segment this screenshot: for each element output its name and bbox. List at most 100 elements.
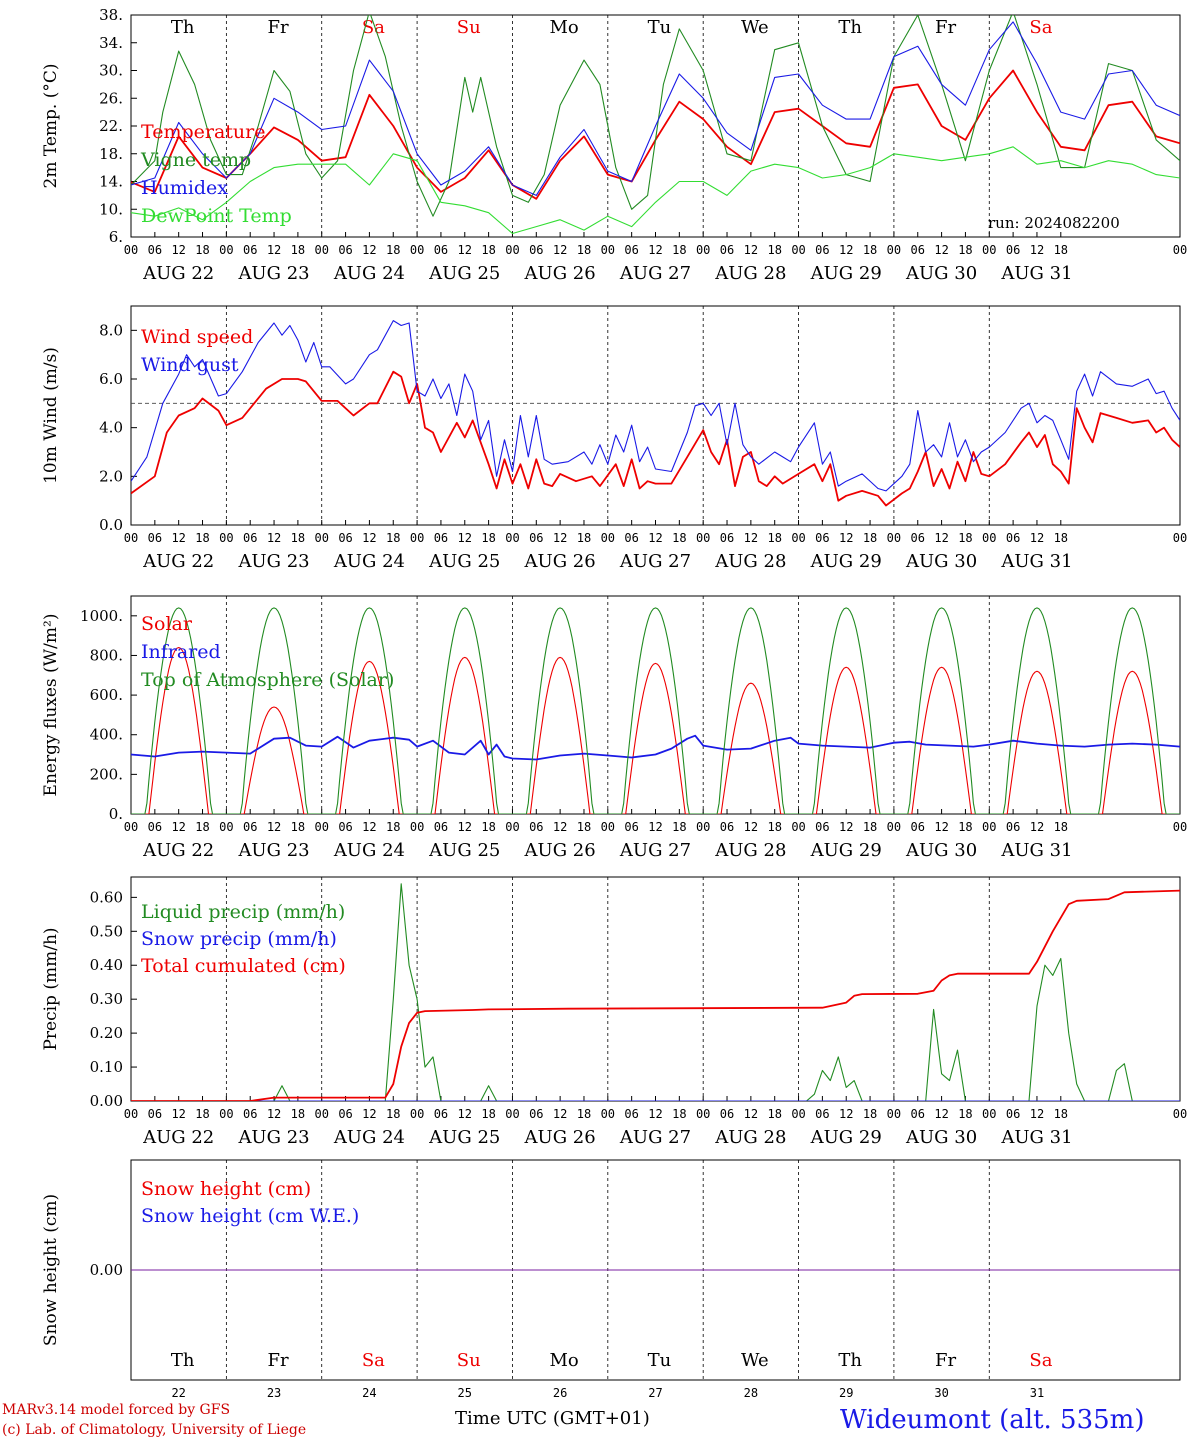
panel-snow: 0.00 Snow height (cm) 22 23 24 25 26 27 28 29 30 31… bbox=[41, 1159, 1181, 1400]
x-tick-label: 18 bbox=[577, 820, 591, 834]
series-line bbox=[131, 883, 1180, 1101]
x-axis-label: Time UTC (GMT+01) bbox=[455, 1408, 650, 1429]
panel-precip: 0.00 0.10 0.20 0.30 0.40 0.50 0.60 Precip (mm/h… bbox=[41, 876, 1187, 1148]
y-axis-label: 2m Temp. (°C) bbox=[41, 63, 61, 188]
date-label: AUG 30 bbox=[905, 263, 977, 284]
panel-temperature: 6. 10. 14. 18. 22. 26. 30. 34. 38. 2m Temp. (°C) 0… bbox=[41, 6, 1187, 284]
run-label: run: 2024082200 bbox=[988, 214, 1120, 232]
station-title: Wideumont (alt. 535m) bbox=[840, 1405, 1144, 1435]
x-tick-label: 06 bbox=[720, 243, 734, 257]
y-tick-label: 600. bbox=[90, 686, 123, 704]
date-label: AUG 23 bbox=[237, 551, 309, 572]
x-tick-label: 00 bbox=[601, 243, 615, 257]
weekday-label: Su bbox=[457, 17, 481, 38]
y-tick-label: 14. bbox=[99, 173, 123, 191]
date-label: AUG 22 bbox=[142, 551, 214, 572]
date-label: AUG 30 bbox=[905, 551, 977, 572]
date-label: AUG 27 bbox=[619, 1127, 691, 1148]
date-label: AUG 27 bbox=[619, 263, 691, 284]
x-tick-label: 18 bbox=[195, 1107, 209, 1121]
x-tick-label: 12 bbox=[1030, 820, 1044, 834]
weekday-label: We bbox=[741, 17, 769, 38]
x-tick-label: 12 bbox=[267, 820, 281, 834]
legend-entry: Vigne temp bbox=[140, 149, 251, 171]
x-tick-label: 06 bbox=[911, 243, 925, 257]
x-tick-label: 00 bbox=[124, 1107, 138, 1121]
x-tick-label: 18 bbox=[958, 1107, 972, 1121]
x-tick-label: 06 bbox=[815, 820, 829, 834]
series-line bbox=[131, 320, 1180, 492]
weekday-label: We bbox=[741, 1350, 769, 1371]
x-tick-label: 12 bbox=[648, 243, 662, 257]
weekday-label: Fr bbox=[935, 17, 956, 38]
x-tick-label: 00 bbox=[505, 820, 519, 834]
weekday-label: Th bbox=[838, 17, 862, 38]
x-tick-label: 06 bbox=[911, 531, 925, 545]
date-label: AUG 29 bbox=[810, 1127, 882, 1148]
x-tick-label: 12 bbox=[171, 1107, 185, 1121]
x-tick-label: 18 bbox=[291, 1107, 305, 1121]
x-tick-label: 18 bbox=[481, 531, 495, 545]
x-tick-label: 00 bbox=[1173, 1107, 1187, 1121]
y-tick-label: 4.0 bbox=[99, 419, 123, 437]
x-tick-label: 06 bbox=[720, 1107, 734, 1121]
x-tick-label: 18 bbox=[863, 243, 877, 257]
x-tick-label: 00 bbox=[315, 820, 329, 834]
x-tick-label: 18 bbox=[291, 531, 305, 545]
x-tick-label: 06 bbox=[148, 820, 162, 834]
x-tick-label: 06 bbox=[529, 531, 543, 545]
y-tick-label: 2.0 bbox=[99, 467, 123, 485]
x-tick-label: 06 bbox=[815, 243, 829, 257]
x-tick-label: 18 bbox=[958, 820, 972, 834]
x-tick-label: 12 bbox=[1030, 531, 1044, 545]
date-label: AUG 31 bbox=[1000, 263, 1072, 284]
plot-area bbox=[131, 607, 1180, 814]
y-tick-label: 6. bbox=[109, 228, 123, 246]
x-tick-label: 18 bbox=[386, 820, 400, 834]
x-tick-label: 00 bbox=[791, 531, 805, 545]
x-tick-label: 18 bbox=[767, 820, 781, 834]
x-tick-label: 06 bbox=[243, 1107, 257, 1121]
series-line bbox=[131, 607, 1180, 814]
legend-entry: DewPoint Temp bbox=[141, 205, 292, 227]
x-tick-label: 12 bbox=[744, 531, 758, 545]
weekday-label: Tu bbox=[648, 1350, 672, 1371]
date-label: AUG 25 bbox=[428, 1127, 500, 1148]
x-tick-label: 12 bbox=[171, 820, 185, 834]
date-label: AUG 31 bbox=[1000, 551, 1072, 572]
x-tick-label: 06 bbox=[243, 820, 257, 834]
x-tick-label: 06 bbox=[434, 243, 448, 257]
x-tick-label: 12 bbox=[648, 531, 662, 545]
day-number-label: 31 bbox=[1030, 1386, 1044, 1400]
x-tick-label: 00 bbox=[1173, 820, 1187, 834]
y-axis-label: Energy fluxes (W/m²) bbox=[41, 614, 61, 797]
x-tick-label: 12 bbox=[839, 1107, 853, 1121]
weekday-label: Th bbox=[838, 1350, 862, 1371]
y-tick-label: 0.00 bbox=[90, 1261, 123, 1279]
x-tick-label: 12 bbox=[553, 243, 567, 257]
x-tick-label: 06 bbox=[338, 243, 352, 257]
x-tick-label: 18 bbox=[767, 531, 781, 545]
y-tick-label: 8.0 bbox=[99, 321, 123, 339]
weekday-label: Th bbox=[171, 17, 195, 38]
x-tick-label: 06 bbox=[624, 1107, 638, 1121]
day-number-label: 22 bbox=[171, 1386, 185, 1400]
x-tick-label: 18 bbox=[481, 243, 495, 257]
weekday-label: Th bbox=[171, 1350, 195, 1371]
x-tick-label: 06 bbox=[529, 243, 543, 257]
x-tick-label: 00 bbox=[696, 1107, 710, 1121]
x-tick-label: 00 bbox=[887, 820, 901, 834]
y-tick-label: 0.50 bbox=[90, 922, 123, 940]
y-tick-label: 0.0 bbox=[99, 516, 123, 534]
x-tick-label: 00 bbox=[791, 820, 805, 834]
date-label: AUG 28 bbox=[714, 263, 786, 284]
weekday-label: Mo bbox=[549, 17, 578, 38]
date-label: AUG 22 bbox=[142, 263, 214, 284]
x-tick-label: 06 bbox=[624, 820, 638, 834]
date-label: AUG 23 bbox=[237, 1127, 309, 1148]
x-tick-label: 00 bbox=[219, 1107, 233, 1121]
x-tick-label: 06 bbox=[1006, 1107, 1020, 1121]
x-tick-label: 06 bbox=[338, 1107, 352, 1121]
date-label: AUG 22 bbox=[142, 1127, 214, 1148]
